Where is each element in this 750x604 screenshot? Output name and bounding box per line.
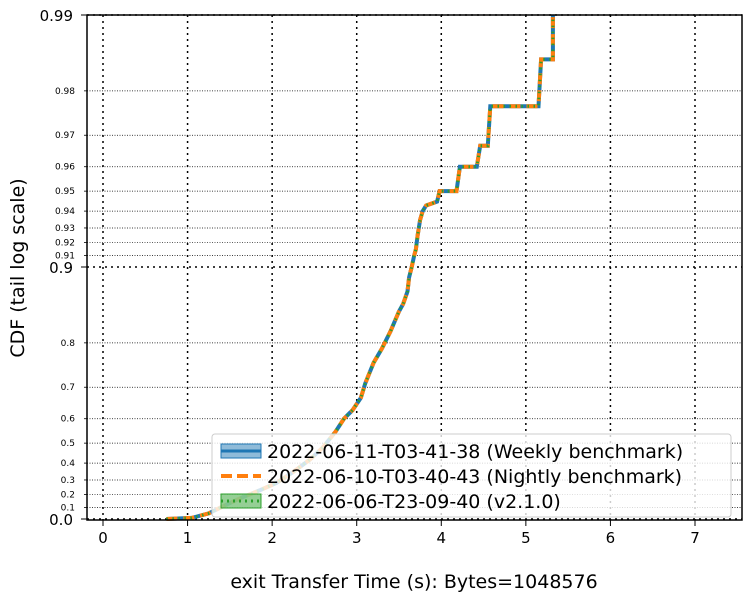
legend-entry-nightly: 2022-06-10-T03-40-43 (Nightly benchmark): [221, 466, 682, 488]
y-minor-label-7: 0.8: [61, 339, 76, 349]
x-tick-label-6: 6: [606, 529, 616, 547]
x-tick-label-2: 2: [267, 529, 277, 547]
series-line-2: [166, 15, 555, 521]
legend-entry-weekly: 2022-06-11-T03-41-38 (Weekly benchmark): [220, 441, 683, 463]
x-tick-label-7: 7: [690, 529, 700, 547]
x-tick-label-5: 5: [521, 529, 531, 547]
y-minor-label-13: 0.96: [55, 163, 75, 173]
legend-label-nightly: 2022-06-10-T03-40-43 (Nightly benchmark): [267, 466, 682, 488]
y-minor-label-8: 0.91: [55, 251, 75, 261]
x-axis-title: exit Transfer Time (s): Bytes=1048576: [230, 571, 597, 593]
series-line-1: [166, 15, 555, 521]
y-minor-label-14: 0.97: [55, 131, 75, 141]
y-minor-label-15: 0.98: [55, 87, 75, 97]
y-minor-label-1: 0.2: [61, 491, 75, 501]
tick-marks: [81, 14, 696, 526]
x-tick-label-0: 0: [98, 529, 108, 547]
legend-box: [211, 433, 732, 518]
y-minor-label-9: 0.92: [55, 239, 75, 249]
x-tick-label-4: 4: [437, 529, 447, 547]
tick-labels: 0 1 2 3 4 5 6 7 0.0 0.9 0.99 0.1 0.2 0.3 0.4 0.5 0.6 0.7 0…: [40, 7, 700, 547]
y-minor-label-3: 0.4: [61, 459, 76, 469]
y-minor-label-11: 0.94: [55, 207, 75, 217]
y-minor-label-2: 0.3: [61, 476, 75, 486]
y-minor-label-5: 0.6: [61, 415, 76, 425]
y-major-label-0: 0.0: [49, 511, 73, 529]
y-minor-label-6: 0.7: [61, 383, 75, 393]
legend-label-v210: 2022-06-06-T23-09-40 (v2.1.0): [267, 491, 561, 513]
legend-entry-v210: 2022-06-06-T23-09-40 (v2.1.0): [220, 491, 561, 513]
y-minor-label-12: 0.95: [55, 187, 75, 197]
x-tick-label-1: 1: [183, 529, 193, 547]
y-major-label-1: 0.9: [49, 259, 73, 277]
legend-label-weekly: 2022-06-11-T03-41-38 (Weekly benchmark): [267, 441, 683, 463]
y-minor-label-0: 0.1: [61, 503, 75, 513]
y-minor-label-4: 0.5: [61, 439, 75, 449]
y-axis-title: CDF (tail log scale): [7, 178, 29, 357]
y-minor-label-10: 0.93: [55, 224, 75, 234]
legend: 2022-06-11-T03-41-38 (Weekly benchmark) …: [211, 433, 732, 518]
x-tick-label-3: 3: [352, 529, 362, 547]
y-major-label-2: 0.99: [40, 7, 73, 25]
